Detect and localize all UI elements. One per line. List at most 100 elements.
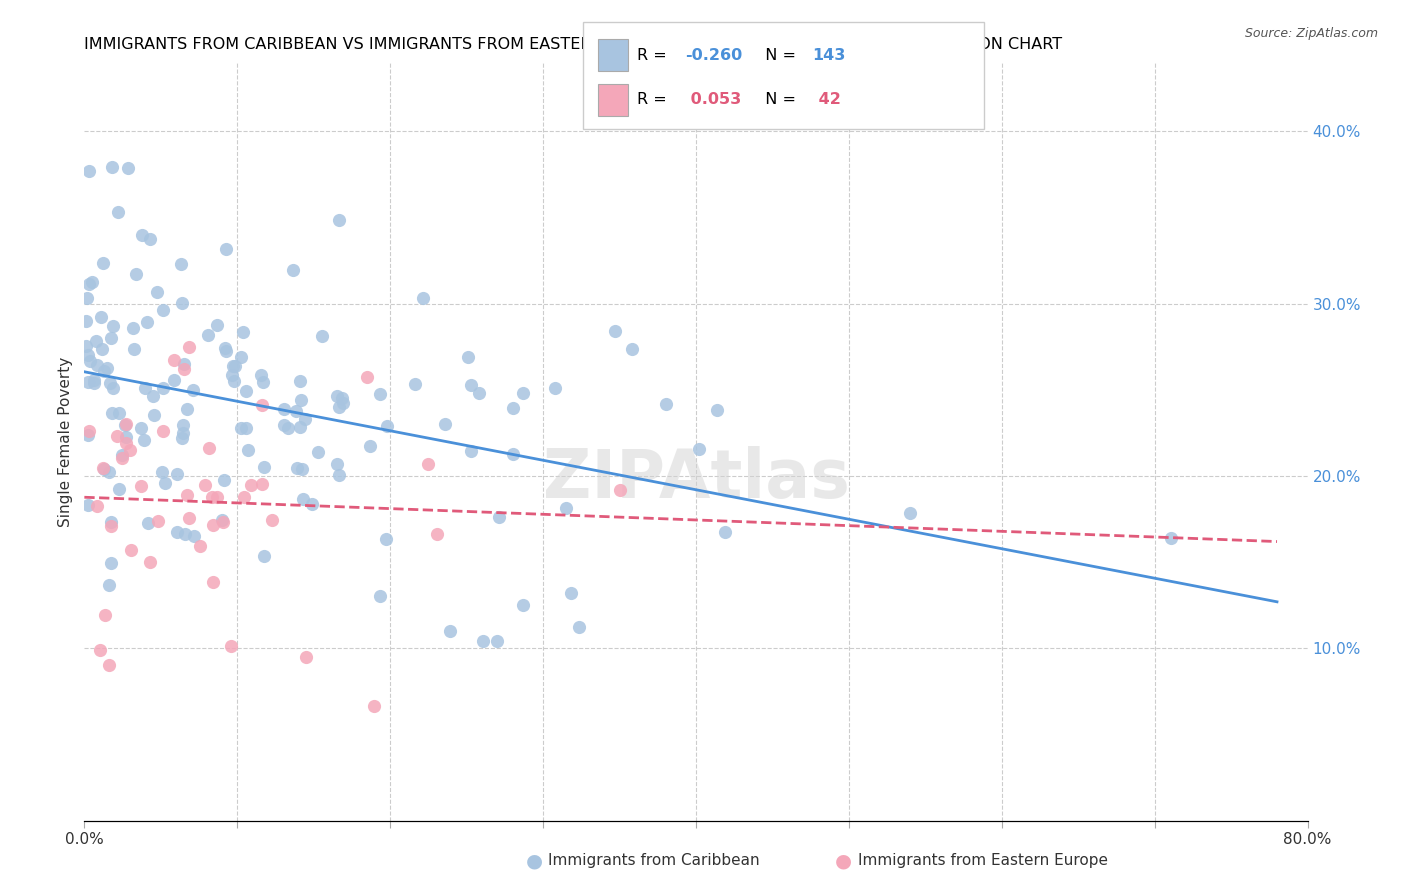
Point xyxy=(240,478,263,492)
Text: Source: ZipAtlas.com: Source: ZipAtlas.com xyxy=(1244,27,1378,40)
Point xyxy=(86,358,108,372)
Point xyxy=(152,424,174,438)
Point xyxy=(426,527,449,541)
Point xyxy=(359,439,381,453)
Point xyxy=(486,633,509,648)
Point xyxy=(621,342,644,356)
Point xyxy=(688,442,710,456)
Point xyxy=(103,318,125,333)
Point xyxy=(77,277,100,291)
Point xyxy=(544,381,567,395)
Point xyxy=(188,539,211,553)
Point xyxy=(439,624,461,638)
Point xyxy=(139,232,162,246)
Point xyxy=(173,362,195,376)
Point xyxy=(76,291,98,305)
Point xyxy=(173,526,195,541)
Point xyxy=(221,368,243,382)
Point xyxy=(232,490,254,504)
Point xyxy=(94,608,117,623)
Point xyxy=(412,292,434,306)
Point xyxy=(134,381,156,395)
Point xyxy=(215,242,238,256)
Point xyxy=(418,457,440,471)
Point xyxy=(172,296,194,310)
Point xyxy=(122,342,145,356)
Point xyxy=(202,518,225,533)
Text: IMMIGRANTS FROM CARIBBEAN VS IMMIGRANTS FROM EASTERN EUROPE SINGLE FEMALE POVERT: IMMIGRANTS FROM CARIBBEAN VS IMMIGRANTS … xyxy=(84,37,1063,52)
Point xyxy=(232,326,254,340)
Text: ●: ● xyxy=(526,851,543,871)
Point xyxy=(281,263,304,277)
Point xyxy=(215,344,238,359)
Point xyxy=(89,643,111,657)
Point xyxy=(249,368,271,383)
Text: R =: R = xyxy=(637,48,672,62)
Point xyxy=(714,525,737,540)
Point xyxy=(146,285,169,300)
Point xyxy=(285,404,308,418)
Text: 0.053: 0.053 xyxy=(685,93,741,107)
Point xyxy=(134,433,156,447)
Text: N =: N = xyxy=(755,93,801,107)
Point xyxy=(328,400,350,414)
Point xyxy=(370,589,392,603)
Text: Immigrants from Eastern Europe: Immigrants from Eastern Europe xyxy=(858,854,1108,868)
Point xyxy=(96,360,118,375)
Point xyxy=(183,383,205,397)
Point xyxy=(115,436,138,450)
Point xyxy=(253,460,276,475)
Point xyxy=(83,376,105,391)
Point xyxy=(404,376,426,391)
Point xyxy=(172,425,194,440)
Point xyxy=(250,477,273,491)
Text: ZIPAtlas: ZIPAtlas xyxy=(543,447,849,512)
Point xyxy=(118,443,141,458)
Point xyxy=(120,543,142,558)
Point xyxy=(183,529,205,543)
Point xyxy=(131,479,153,493)
Point xyxy=(560,585,582,599)
Point xyxy=(375,532,398,546)
Point xyxy=(103,381,125,395)
Point xyxy=(136,516,159,530)
Point xyxy=(131,228,153,243)
Point xyxy=(609,483,631,497)
Point xyxy=(219,639,242,653)
Point xyxy=(138,555,160,569)
Text: 42: 42 xyxy=(813,93,841,107)
Point xyxy=(117,161,139,176)
Point xyxy=(332,395,354,409)
Point xyxy=(288,374,311,388)
Point xyxy=(273,417,295,432)
Point xyxy=(169,257,191,271)
Point xyxy=(90,310,112,325)
Point xyxy=(502,401,524,415)
Text: R =: R = xyxy=(637,93,672,107)
Point xyxy=(568,619,591,633)
Point xyxy=(224,374,246,388)
Point xyxy=(79,354,101,368)
Point xyxy=(142,408,165,422)
Point xyxy=(91,460,114,475)
Point xyxy=(294,649,316,664)
Point xyxy=(77,376,100,390)
Text: Immigrants from Caribbean: Immigrants from Caribbean xyxy=(548,854,761,868)
Text: 143: 143 xyxy=(813,48,846,62)
Point xyxy=(114,417,136,432)
Point xyxy=(111,450,134,465)
Point xyxy=(166,524,188,539)
Point xyxy=(301,498,323,512)
Point xyxy=(277,421,299,435)
Point xyxy=(194,478,217,492)
Point xyxy=(898,506,921,520)
Point xyxy=(100,331,122,345)
Text: -0.260: -0.260 xyxy=(685,48,742,62)
Point xyxy=(114,417,136,431)
Point xyxy=(236,443,259,458)
Point xyxy=(111,448,134,462)
Point xyxy=(172,431,194,445)
Point xyxy=(77,424,100,438)
Point xyxy=(146,514,169,528)
Point xyxy=(1160,531,1182,545)
